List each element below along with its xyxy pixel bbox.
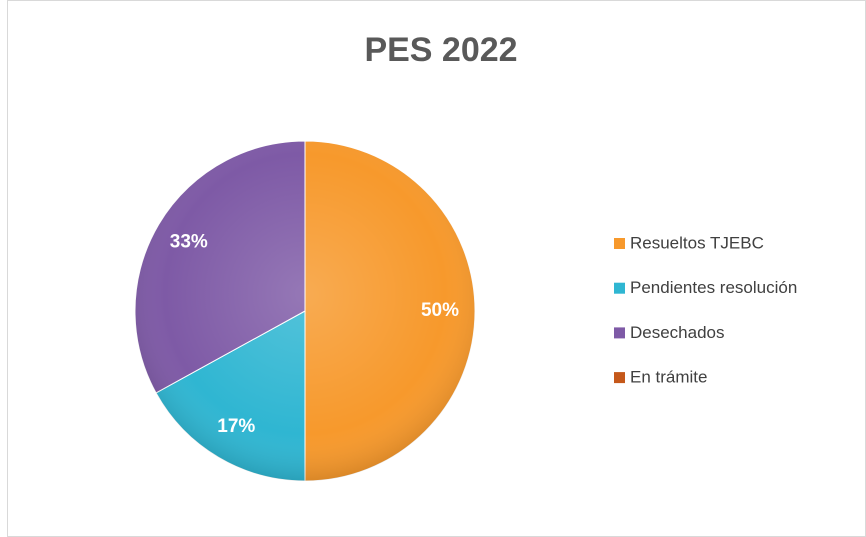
data-label: 50% <box>421 300 459 321</box>
legend-swatch <box>614 372 625 384</box>
legend-swatch <box>614 282 625 294</box>
legend-label: Pendientes resolución <box>630 278 797 297</box>
legend-label: Resueltos TJEBC <box>630 233 764 252</box>
data-label: 33% <box>170 231 208 252</box>
legend-swatch <box>614 238 625 249</box>
legend-label: Desechados <box>630 323 725 342</box>
legend-label: En trámite <box>630 368 707 387</box>
legend-swatch <box>614 327 625 339</box>
data-label: 17% <box>217 416 255 437</box>
chart-title: PES 2022 <box>364 31 517 69</box>
